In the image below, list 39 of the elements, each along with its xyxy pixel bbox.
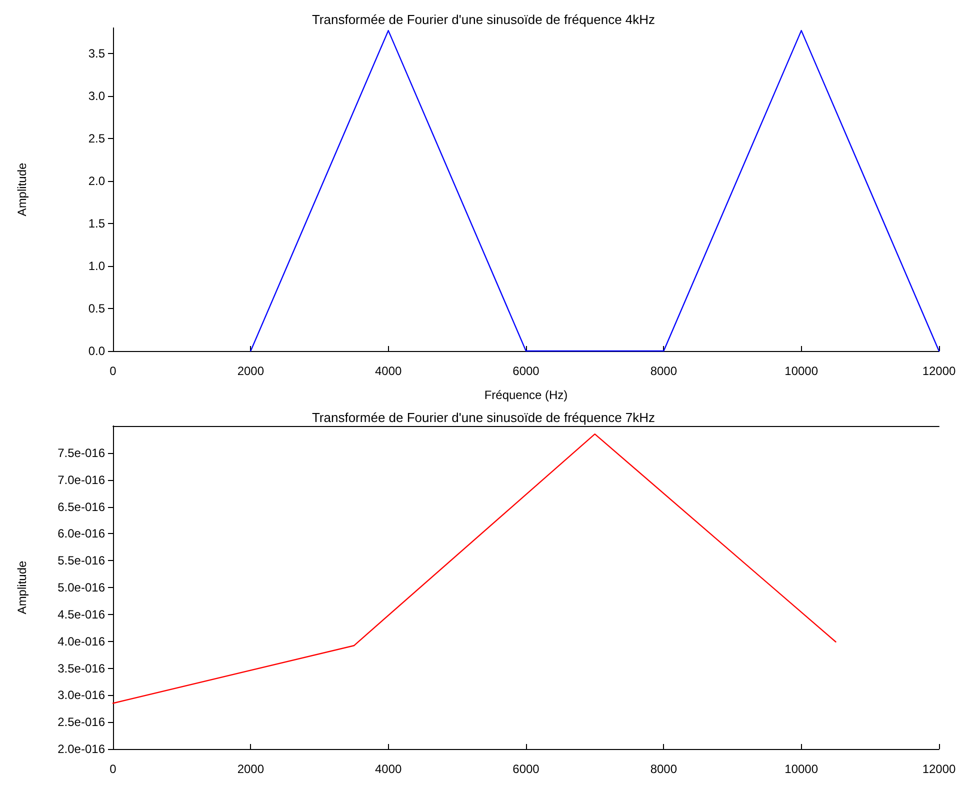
x-tick-label: 0 xyxy=(110,762,117,776)
x-tick-label: 10000 xyxy=(784,364,818,378)
y-tick-label: 4.0e-016 xyxy=(58,634,106,648)
x-tick-label: 12000 xyxy=(922,762,956,776)
y-tick-label: 3.0 xyxy=(88,89,106,103)
x-tick-label: 8000 xyxy=(650,364,678,378)
x-tick-label: 4000 xyxy=(374,762,402,776)
y-tick-label: 1.0 xyxy=(88,259,106,273)
chart-title: Transformée de Fourier d'une sinusoïde de fréquence 7kHz xyxy=(312,410,656,425)
chart-title: Transformée de Fourier d'une sinusoïde de fréquence 4kHz xyxy=(312,12,656,27)
y-axis-title: Amplitude xyxy=(15,162,29,216)
y-tick-label: 0.5 xyxy=(88,302,106,316)
x-tick-label: 10000 xyxy=(784,762,818,776)
y-tick-label: 5.0e-016 xyxy=(58,580,106,594)
y-tick-label: 7.5e-016 xyxy=(58,446,106,460)
x-tick-label: 4000 xyxy=(374,364,402,378)
y-tick-label: 0.0 xyxy=(88,344,106,358)
y-tick-label: 1.5 xyxy=(88,216,106,230)
y-tick-label: 3.5 xyxy=(88,46,106,60)
y-tick-label: 3.0e-016 xyxy=(58,688,106,702)
y-tick-label: 3.5e-016 xyxy=(58,661,106,676)
x-axis-title: Fréquence (Hz) xyxy=(484,388,568,402)
x-tick-label: 2000 xyxy=(237,364,264,378)
x-tick-label: 6000 xyxy=(512,364,540,378)
x-tick-label: 0 xyxy=(110,364,117,378)
y-tick-label: 6.5e-016 xyxy=(58,500,106,514)
y-axis-title: Amplitude xyxy=(15,560,29,614)
y-tick-label: 4.5e-016 xyxy=(58,607,106,622)
x-tick-label: 6000 xyxy=(512,762,540,776)
x-tick-label: 2000 xyxy=(237,762,264,776)
x-tick-label: 12000 xyxy=(922,364,956,378)
y-tick-label: 2.5 xyxy=(88,132,106,146)
y-tick-label: 5.5e-016 xyxy=(58,554,106,568)
y-tick-label: 2.0e-016 xyxy=(58,742,106,756)
y-tick-label: 2.5e-016 xyxy=(58,715,106,730)
y-tick-label: 7.0e-016 xyxy=(58,472,106,487)
y-tick-label: 2.0 xyxy=(88,174,106,188)
y-tick-label: 6.0e-016 xyxy=(58,526,106,541)
x-tick-label: 8000 xyxy=(650,762,678,776)
